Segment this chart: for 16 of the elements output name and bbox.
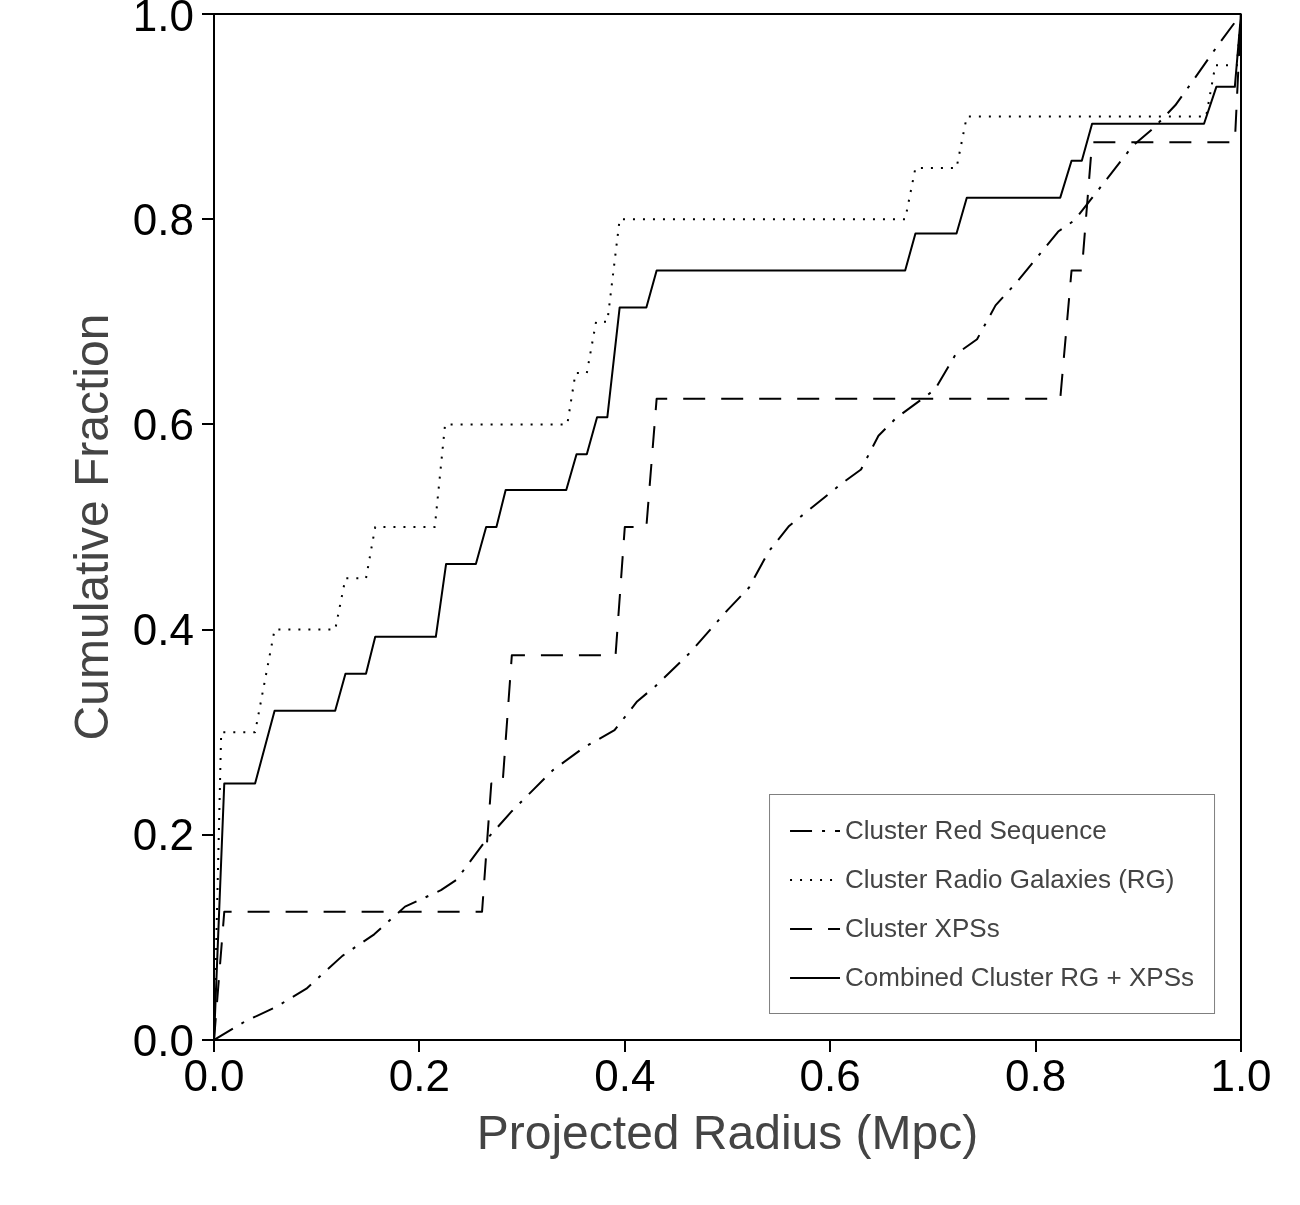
legend-label: Cluster Red Sequence (845, 815, 1107, 846)
y-tick-label: 1.0 (132, 0, 195, 40)
x-tick-label: 1.0 (1210, 1051, 1272, 1100)
y-tick-label: 0.2 (132, 810, 195, 860)
x-tick-label: 0.4 (594, 1051, 656, 1100)
x-tick-label: 0.6 (799, 1051, 861, 1100)
y-tick-label: 0.4 (132, 605, 195, 655)
y-tick-label: 0.6 (132, 399, 195, 449)
y-tick-label: 0.8 (132, 194, 195, 244)
legend-label: Cluster XPSs (845, 913, 1000, 944)
legend-label: Combined Cluster RG + XPSs (845, 962, 1194, 993)
x-axis-title: Projected Radius (Mpc) (476, 1106, 979, 1159)
x-tick-label: 0.2 (388, 1051, 450, 1100)
x-tick-label: 0.8 (1005, 1051, 1067, 1100)
legend-label: Cluster Radio Galaxies (RG) (845, 864, 1175, 895)
y-axis-title: Cumulative Fraction (64, 313, 118, 741)
